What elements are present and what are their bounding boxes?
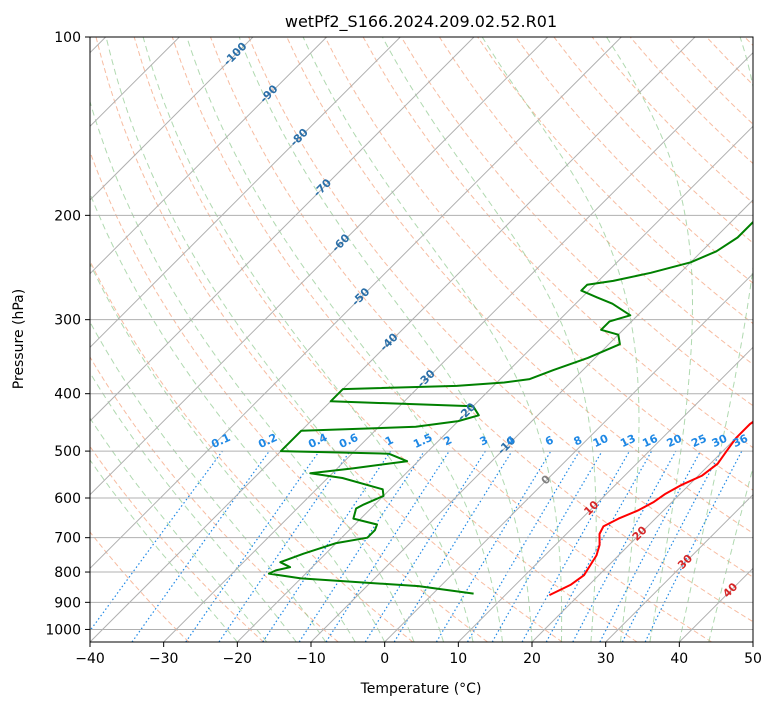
x-tick-label: 30 bbox=[597, 651, 615, 667]
y-tick-label: 300 bbox=[54, 313, 81, 329]
y-tick-label: 100 bbox=[54, 30, 81, 46]
moist-adiabat bbox=[238, 37, 533, 642]
moist-adiabat bbox=[678, 37, 753, 642]
chart-title: wetPf2_S166.2024.209.02.52.R01 bbox=[285, 12, 557, 32]
x-tick-label: 0 bbox=[380, 651, 389, 667]
isotherm-line bbox=[236, 125, 753, 642]
moist-adiabat bbox=[90, 371, 297, 642]
dewpoint-profile-line bbox=[267, 220, 753, 595]
mixing-ratio-label: 13 bbox=[618, 432, 637, 450]
mixing-ratio-line bbox=[131, 450, 270, 642]
mixing-ratio-line bbox=[393, 450, 513, 642]
dry-adiabat bbox=[133, 37, 638, 642]
moist-adiabat bbox=[708, 465, 753, 642]
moist-adiabat bbox=[481, 37, 640, 642]
dry-adiabat bbox=[515, 37, 753, 284]
x-tick-label: 40 bbox=[670, 651, 688, 667]
plot-background bbox=[90, 37, 753, 642]
y-axis: 100 200 300 400 500 600 700 800 900 1000 bbox=[45, 30, 90, 638]
dry-adiabat bbox=[90, 150, 488, 642]
dry-adiabat bbox=[248, 37, 753, 578]
isotherm-line bbox=[90, 37, 328, 275]
dry-adiabat bbox=[90, 445, 264, 642]
mixing-ratio-label: 20 bbox=[665, 432, 685, 450]
mixing-ratio-line bbox=[644, 450, 743, 642]
mixing-ratio-line bbox=[521, 450, 631, 642]
mixing-ratio-line bbox=[90, 450, 223, 632]
isotherm-line bbox=[90, 37, 549, 496]
mixing-ratio-line bbox=[185, 450, 320, 642]
moist-adiabat bbox=[90, 192, 386, 642]
y-tick-label: 1000 bbox=[45, 622, 81, 638]
mixing-ratio-line bbox=[218, 450, 351, 642]
moist-adiabat bbox=[606, 37, 693, 642]
dry-adiabat bbox=[324, 37, 753, 491]
y-tick-label: 800 bbox=[54, 565, 81, 581]
temperature-profile-line bbox=[548, 420, 753, 596]
x-tick-label: −20 bbox=[223, 651, 253, 667]
x-tick-label: −30 bbox=[149, 651, 179, 667]
x-tick-label: 20 bbox=[523, 651, 541, 667]
dry-adiabat bbox=[171, 37, 712, 642]
isotherm-line bbox=[457, 346, 753, 642]
isotherm-line bbox=[90, 37, 254, 201]
mixing-ratio-line bbox=[298, 450, 425, 642]
mixing-ratio-line bbox=[325, 450, 450, 642]
x-tick-label: 10 bbox=[449, 651, 467, 667]
x-axis: −40 −30 −20 −10 0 10 20 30 40 50 bbox=[75, 642, 762, 667]
isotherm-line bbox=[605, 493, 753, 642]
moist-adiabat bbox=[90, 417, 268, 642]
moist-adiabat bbox=[302, 37, 563, 642]
isotherm-line bbox=[90, 37, 475, 422]
moist-adiabat bbox=[90, 262, 356, 642]
mixing-ratio-line bbox=[545, 450, 653, 642]
mixing-ratio-line bbox=[572, 450, 677, 642]
isotherm-line bbox=[90, 37, 696, 642]
x-tick-label: 50 bbox=[744, 651, 762, 667]
dry-adiabat bbox=[210, 37, 753, 623]
mixing-ratio-label: 30 bbox=[710, 432, 730, 450]
isotherm-line bbox=[752, 641, 753, 642]
y-tick-label: 600 bbox=[54, 491, 81, 507]
moist-adiabat bbox=[381, 37, 597, 642]
isotherm-line bbox=[310, 199, 753, 642]
y-tick-label: 700 bbox=[54, 531, 81, 547]
data-series bbox=[267, 220, 753, 596]
dry-adiabat bbox=[90, 531, 190, 642]
moist-adiabat bbox=[186, 37, 503, 642]
mixing-ratio-label: 16 bbox=[640, 432, 660, 450]
moist-adiabat bbox=[142, 37, 474, 642]
isotherm-line bbox=[90, 37, 622, 570]
plot-frame bbox=[89, 36, 754, 643]
mixing-ratio-line bbox=[262, 450, 392, 642]
dry-adiabat bbox=[400, 37, 753, 407]
y-tick-label: 400 bbox=[54, 387, 81, 403]
y-tick-label: 500 bbox=[54, 444, 81, 460]
dry-adiabat bbox=[90, 356, 339, 642]
x-tick-label: −40 bbox=[75, 651, 105, 667]
isotherm-line bbox=[531, 420, 753, 642]
mixing-ratio-label: 36 bbox=[731, 432, 751, 450]
y-tick-label: 900 bbox=[54, 595, 81, 611]
isotherm-line bbox=[90, 37, 401, 349]
dry-adiabat bbox=[95, 37, 563, 642]
background-lines bbox=[90, 37, 753, 642]
isotherm-line bbox=[163, 51, 753, 642]
moist-adiabat bbox=[90, 459, 238, 642]
x-tick-label: −10 bbox=[296, 651, 326, 667]
moist-adiabat bbox=[105, 37, 445, 642]
x-axis-label: Temperature (°C) bbox=[360, 681, 482, 697]
y-axis-label: Pressure (hPa) bbox=[11, 289, 27, 389]
y-tick-label: 200 bbox=[54, 208, 81, 224]
mixing-ratio-label: 25 bbox=[689, 432, 708, 450]
isotherm-line bbox=[384, 272, 753, 642]
mixing-ratio-label: 10 bbox=[591, 432, 611, 450]
moist-adiabat bbox=[90, 321, 327, 642]
dry-adiabat bbox=[438, 37, 753, 366]
